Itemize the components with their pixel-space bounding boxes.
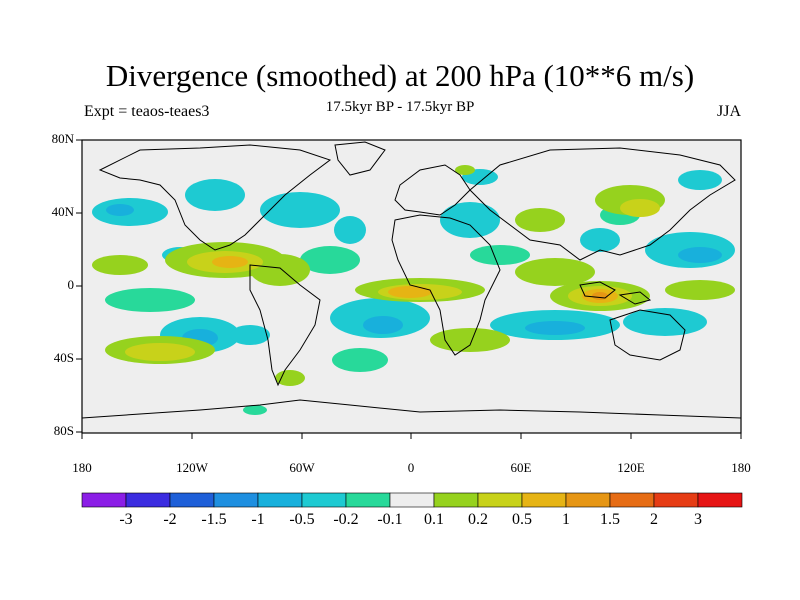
lon-label: 120W (176, 460, 208, 475)
colorbar-swatch (521, 492, 567, 508)
colorbar-label: 3 (694, 511, 702, 528)
divergence-field (92, 165, 735, 415)
colorbar-label: 0.1 (424, 511, 444, 528)
colorbar-label: -1.5 (201, 511, 227, 528)
colorbar-label: -1 (251, 511, 265, 528)
lat-label: 40N (51, 204, 74, 219)
map-title: Divergence (smoothed) at 200 hPa (10**6 … (105, 58, 695, 93)
experiment-label: Expt = teaos-teaes3 (84, 103, 210, 120)
map-subtitle: 17.5kyr BP - 17.5kyr BP (325, 99, 475, 115)
lat-label: 80S (53, 423, 74, 438)
colorbar-swatch (609, 492, 655, 508)
axis-ticks (76, 139, 742, 439)
colorbar-swatch (81, 492, 127, 508)
lon-label: 180 (731, 460, 751, 475)
colorbar-swatch (565, 492, 611, 508)
colorbar-swatch (213, 492, 259, 508)
colorbar-label: 1 (562, 511, 570, 528)
colorbar-swatch (433, 492, 479, 508)
colorbar-label: 2 (650, 511, 658, 528)
colorbar-swatch (653, 492, 699, 508)
colorbar-swatch (257, 492, 303, 508)
negative-divergence-strong (106, 204, 722, 347)
lon-label: 120E (617, 460, 645, 475)
colorbar-label: 0.5 (512, 511, 532, 528)
colorbar-swatch (301, 492, 347, 508)
colorbar-swatch (697, 492, 743, 508)
colorbar-swatch (345, 492, 391, 508)
lat-label: 80N (51, 131, 74, 146)
colorbar-swatch (169, 492, 215, 508)
lon-label: 0 (407, 460, 415, 475)
colorbar-swatch (477, 492, 523, 508)
season-label: JJA (716, 103, 741, 120)
colorbar-label: 0.2 (468, 511, 488, 528)
lat-label: 40S (53, 350, 74, 365)
positive-divergence-stronger (592, 292, 608, 300)
colorbar-label: -2 (163, 511, 177, 528)
lon-label: 60W (289, 460, 315, 475)
lon-label: 180 (72, 460, 92, 475)
colorbar-label: 1.5 (600, 511, 620, 528)
colorbar-label: -0.5 (289, 511, 315, 528)
colorbar-label: -0.2 (333, 511, 359, 528)
colorbar-label: -0.1 (377, 511, 403, 528)
coastlines (82, 141, 741, 419)
lon-label: 60E (510, 460, 532, 475)
colorbar-label: -3 (119, 511, 133, 528)
colorbar-swatch (389, 492, 435, 508)
colorbar-swatch (125, 492, 171, 508)
lat-label: 0 (67, 277, 75, 292)
colorbar (81, 492, 743, 508)
